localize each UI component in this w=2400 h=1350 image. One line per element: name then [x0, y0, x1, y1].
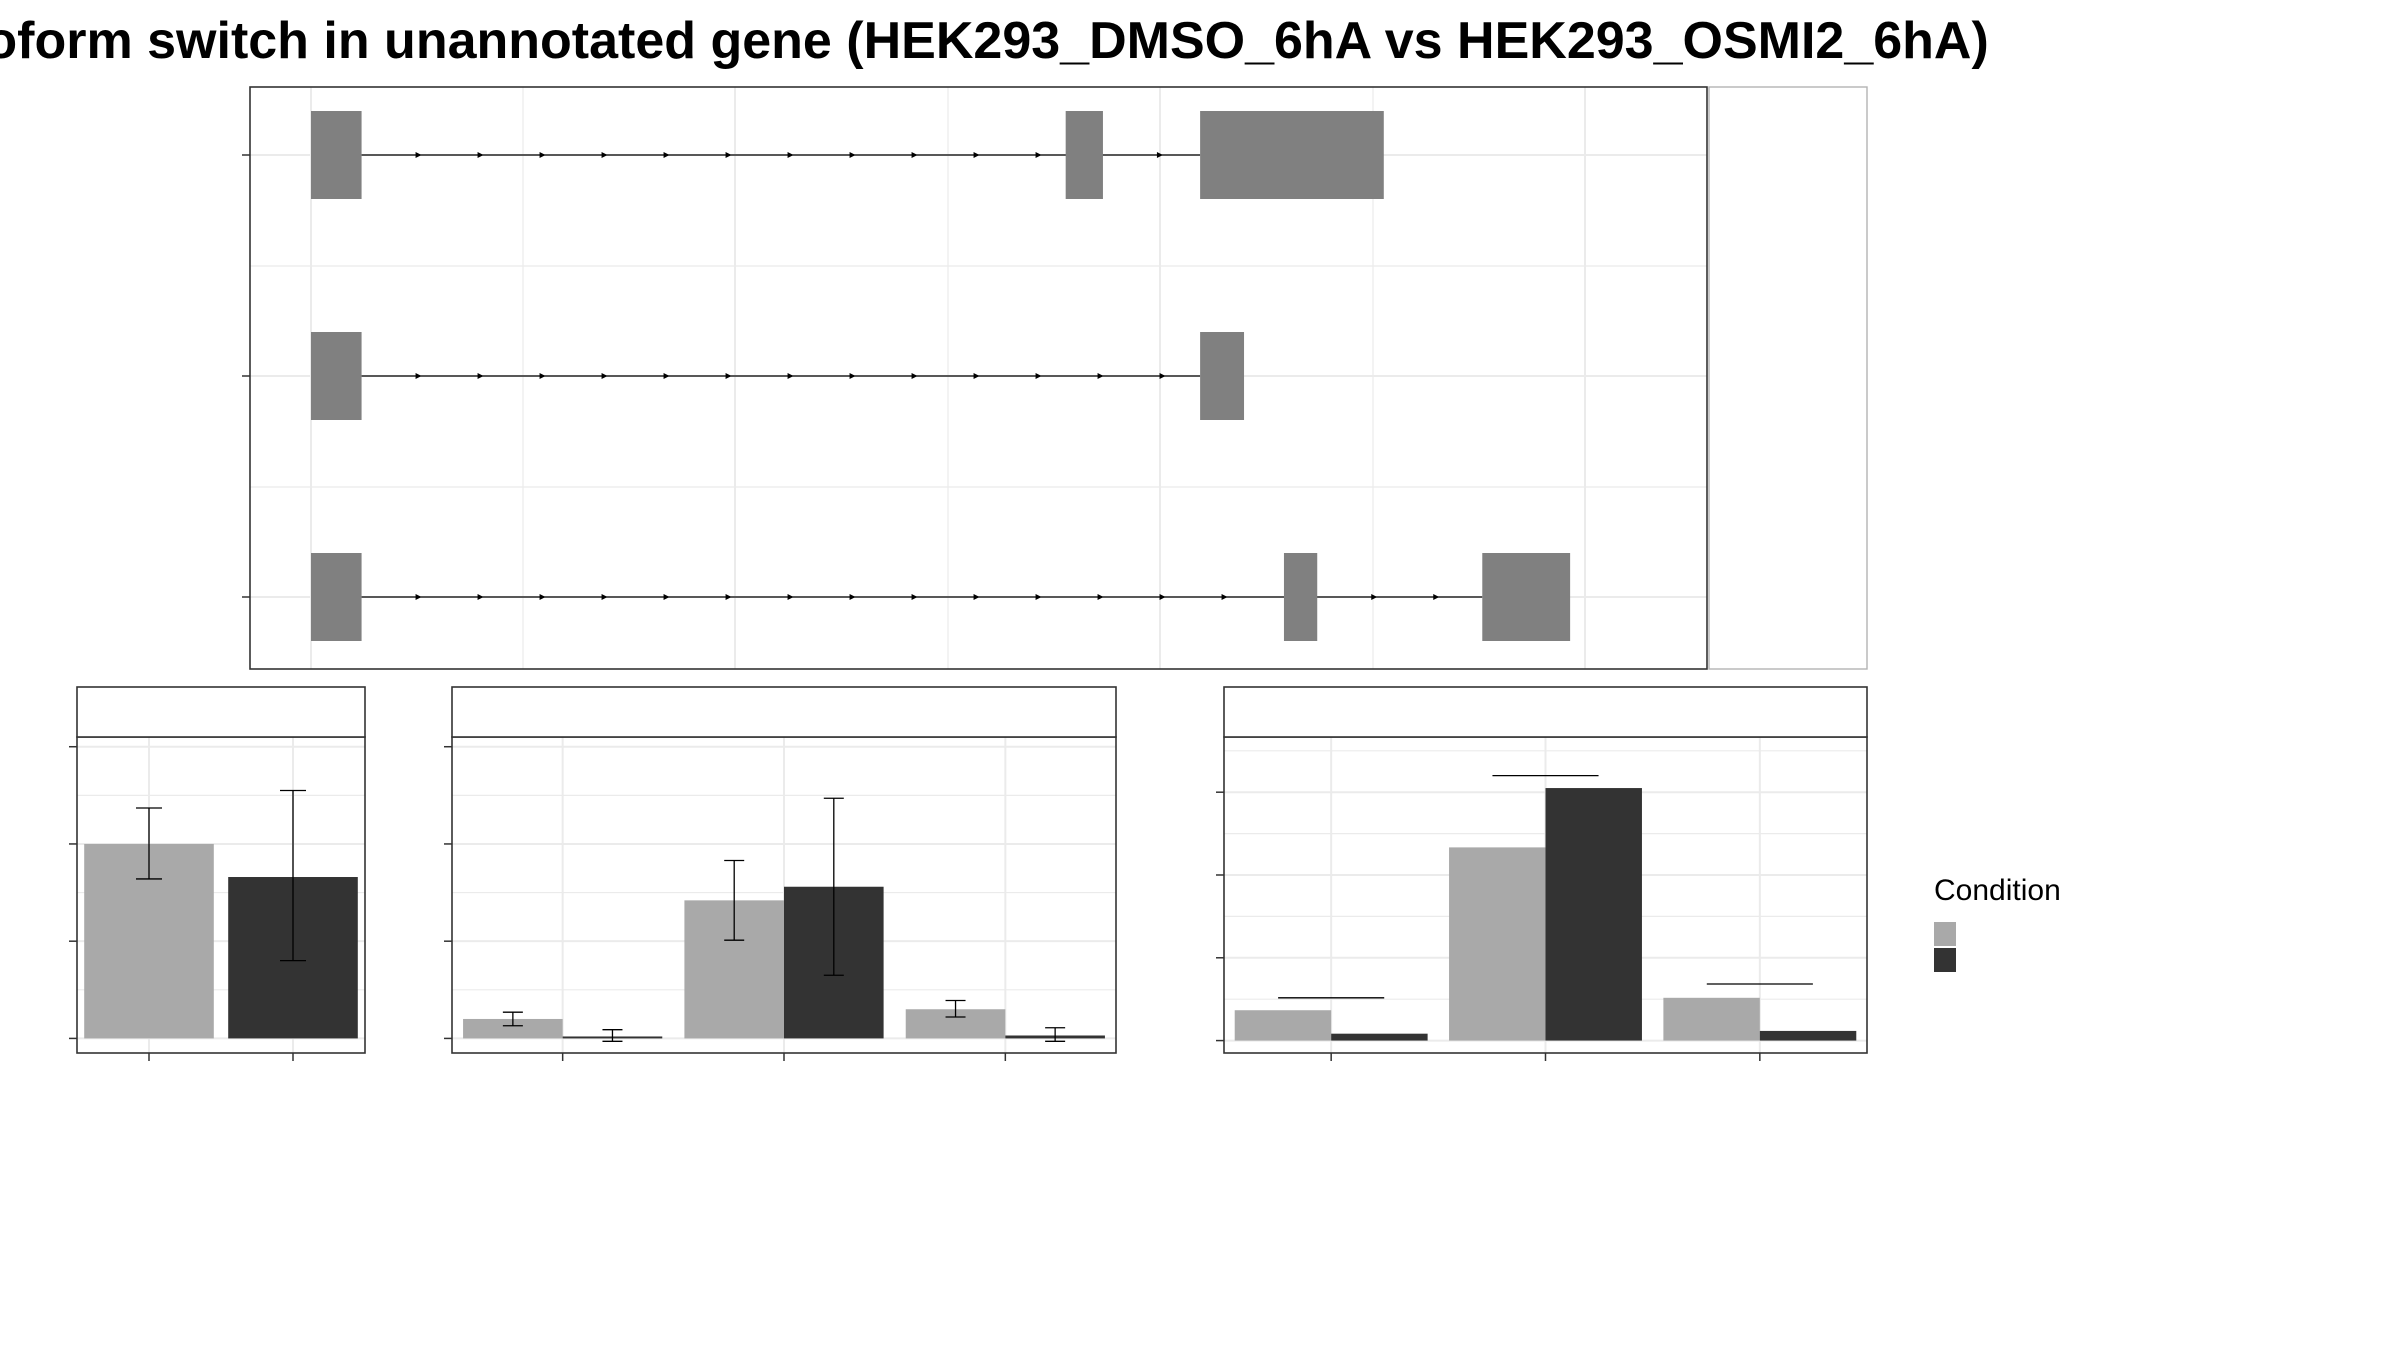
bar: [1331, 1033, 1428, 1041]
direction-arrow: [973, 152, 980, 158]
exon: [1200, 111, 1384, 199]
bar: [1663, 997, 1760, 1041]
direction-arrow: [787, 152, 794, 158]
direction-arrow: [415, 373, 422, 379]
direction-arrow: [911, 152, 918, 158]
direction-arrow: [973, 594, 980, 600]
legend-title: Condition: [1934, 874, 2061, 907]
structure-panel-background: [250, 87, 1707, 669]
exon: [1283, 553, 1318, 641]
direction-arrow: [787, 594, 794, 600]
direction-arrow: [911, 373, 918, 379]
direction-arrow: [539, 373, 546, 379]
direction-arrow: [787, 373, 794, 379]
exon: [1200, 332, 1245, 420]
bar-panels: [69, 686, 1868, 1061]
legend-swatch: [1934, 948, 1956, 972]
direction-arrow: [1097, 594, 1104, 600]
transcript-structure-panel: [242, 86, 1868, 670]
direction-arrow: [1433, 594, 1440, 600]
structure-panel-border: [249, 86, 1708, 670]
direction-arrow: [539, 152, 546, 158]
direction-arrow: [1035, 373, 1042, 379]
direction-arrow: [1159, 373, 1166, 379]
direction-arrow: [725, 373, 732, 379]
direction-arrow: [601, 373, 608, 379]
direction-arrow: [1035, 594, 1042, 600]
direction-arrow: [911, 594, 918, 600]
direction-arrow: [477, 373, 484, 379]
facet-strip: [1708, 86, 1868, 670]
bar: [1449, 847, 1546, 1041]
direction-arrow: [1035, 152, 1042, 158]
panel-isoform-usage: [1216, 686, 1868, 1061]
bar: [463, 1018, 563, 1039]
exon: [1065, 111, 1103, 199]
direction-arrow: [539, 594, 546, 600]
direction-arrow: [415, 594, 422, 600]
direction-arrow: [663, 594, 670, 600]
direction-arrow: [849, 152, 856, 158]
panel-gene-expression: [69, 686, 366, 1061]
direction-arrow: [725, 594, 732, 600]
direction-arrow: [663, 373, 670, 379]
bar: [1759, 1030, 1857, 1041]
direction-arrow: [849, 373, 856, 379]
exon: [311, 111, 362, 199]
facet-strip: [1223, 686, 1868, 738]
direction-arrow: [1097, 373, 1104, 379]
bar: [1545, 788, 1642, 1041]
direction-arrow: [1371, 594, 1378, 600]
facet-strip: [451, 686, 1117, 738]
direction-arrow: [415, 152, 422, 158]
direction-arrow: [973, 373, 980, 379]
exon: [311, 553, 362, 641]
direction-arrow: [477, 152, 484, 158]
direction-arrow: [1159, 594, 1166, 600]
direction-arrow: [849, 594, 856, 600]
panel-isoform-expression: [444, 686, 1117, 1061]
direction-arrow: [725, 152, 732, 158]
direction-arrow: [663, 152, 670, 158]
figure-title: Isoform switch in unannotated gene (HEK2…: [0, 12, 1989, 70]
exon: [1482, 553, 1571, 641]
bar: [1234, 1010, 1332, 1041]
legend-swatch: [1934, 922, 1956, 946]
direction-arrow: [1221, 594, 1228, 600]
direction-arrow: [601, 152, 608, 158]
legend: Condition: [1934, 874, 2061, 972]
direction-arrow: [477, 594, 484, 600]
exon: [311, 332, 362, 420]
facet-strip: [76, 686, 366, 738]
direction-arrow: [1156, 152, 1163, 158]
direction-arrow: [601, 594, 608, 600]
